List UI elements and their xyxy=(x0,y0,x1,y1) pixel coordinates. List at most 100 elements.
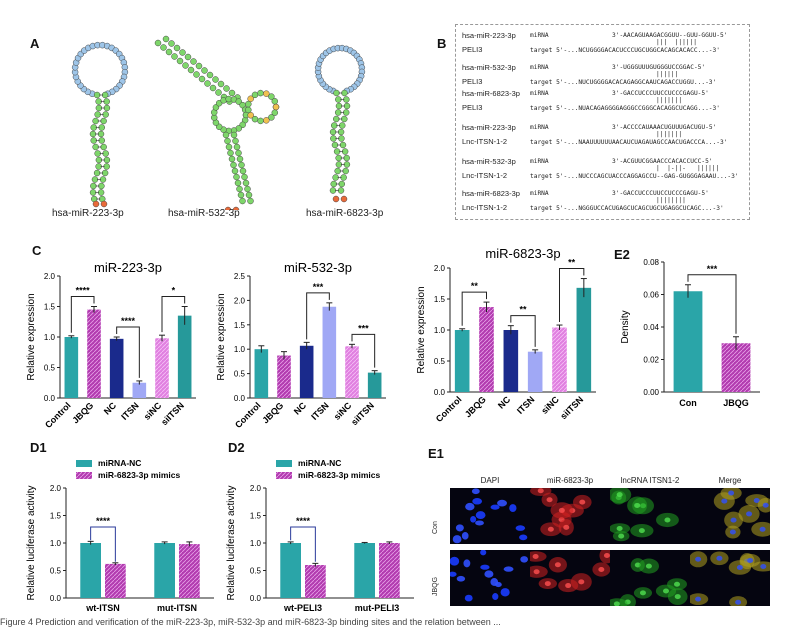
nucleotide xyxy=(225,143,233,151)
nucleotide xyxy=(228,155,236,163)
hairpin-structures xyxy=(71,35,366,210)
y-tick-label: 0.0 xyxy=(44,394,56,403)
significance-bracket xyxy=(461,291,487,326)
chart-mir532: 0.0 0.5 1.0 1.5 2.0 2.5 Relative expression miR… xyxy=(216,260,386,430)
fluorescence-image xyxy=(450,488,530,544)
nucleotide xyxy=(230,161,237,169)
e1-row-jbqg: JBQG xyxy=(432,576,439,596)
nucleotide xyxy=(233,143,241,151)
b-target-name: Lnc-ITSN-1-2 xyxy=(462,203,508,212)
legend-swatch xyxy=(76,460,92,467)
nucleotide xyxy=(332,195,340,203)
nucleotide xyxy=(184,53,192,61)
y-tick-label: 1.5 xyxy=(44,303,56,312)
nucleotide xyxy=(251,91,259,99)
x-tick-label: ITSN xyxy=(309,400,331,422)
b-mirna-tag: miRNA xyxy=(530,190,549,197)
nucleotide xyxy=(231,167,239,175)
y-tick-label: 0.00 xyxy=(643,388,659,397)
b-mirna-name: hsa-miR-223-3p xyxy=(462,31,516,40)
bar xyxy=(109,338,124,398)
y-tick-label: 0.06 xyxy=(643,291,659,300)
x-tick-label: Control xyxy=(233,400,263,430)
chart-e2-density: 0.00 0.02 0.04 0.06 0.08 Density Con JBQG *** xyxy=(620,258,760,408)
nucleotide xyxy=(160,44,167,51)
y-tick-label: 1.5 xyxy=(434,295,446,304)
bar xyxy=(454,330,470,392)
fluorescence-image xyxy=(610,550,690,606)
bar xyxy=(132,382,147,398)
nucleotide xyxy=(257,117,264,125)
bar xyxy=(64,337,79,398)
y-tick-label: 1.0 xyxy=(250,539,262,548)
b-pairs: | |-||- |||||| xyxy=(656,165,720,172)
bar xyxy=(527,351,543,392)
nucleotide xyxy=(251,115,259,123)
nucleotide xyxy=(236,155,244,163)
panel-label-d1: D1 xyxy=(30,440,47,455)
b-target-name: PELI3 xyxy=(462,77,483,86)
y-tick-label: 0.0 xyxy=(250,594,262,603)
nucleotide xyxy=(236,185,243,193)
nucleotide xyxy=(201,67,208,74)
y-tick-label: 2.5 xyxy=(234,272,246,281)
x-tick-label: JBQG xyxy=(723,398,749,408)
nucleotide xyxy=(204,80,211,87)
nucleotide xyxy=(224,137,231,145)
chart-mir223: 0.0 0.5 1.0 1.5 2.0 Relative expression miR-22… xyxy=(26,260,196,430)
b-mirna-seq: 3'-ACCCCAUAAACUGUUUGACUGU-5' xyxy=(612,124,717,131)
significance-bracket xyxy=(559,268,585,323)
nucleotide xyxy=(239,167,247,175)
significance-label: **** xyxy=(96,516,111,526)
bar xyxy=(105,563,126,598)
nucleotide xyxy=(257,89,264,97)
nucleotide xyxy=(187,66,195,74)
e1-col-lnc: lncRNA ITSN1-2 xyxy=(620,476,680,485)
nucleotide xyxy=(237,191,245,199)
b-mirna-tag: miRNA xyxy=(530,90,549,97)
significance-label: *** xyxy=(313,282,324,292)
significance-label: **** xyxy=(121,316,136,326)
x-tick-label: siNC xyxy=(539,394,561,416)
b-mirna-seq: 3'-GACCUCCCUUCCUCCCGAGU-5' xyxy=(612,190,709,197)
x-tick-label: JBQG xyxy=(70,400,95,425)
bar xyxy=(154,543,175,598)
fluorescence-image xyxy=(530,488,610,544)
hairpin xyxy=(71,41,129,208)
significance-label: ** xyxy=(471,281,479,291)
hairpin-caption-2: hsa-miR-532-3p xyxy=(168,208,240,219)
significance-label: **** xyxy=(296,516,311,526)
nucleotide xyxy=(245,106,252,114)
nucleotide xyxy=(233,173,240,181)
significance-bracket xyxy=(116,326,140,378)
y-tick-label: 0.5 xyxy=(434,357,446,366)
nucleotide xyxy=(230,131,238,139)
x-tick-label: Control xyxy=(43,400,73,430)
significance-bracket xyxy=(510,315,536,347)
b-pairs: |||||||| xyxy=(656,197,686,204)
bar xyxy=(155,338,169,398)
b-mirna-name: hsa-miR-6823-3p xyxy=(462,189,520,198)
significance-bracket xyxy=(290,526,316,562)
nucleotide xyxy=(247,111,254,119)
significance-label: **** xyxy=(76,286,91,296)
y-tick-label: 2.0 xyxy=(434,264,446,273)
e1-col-mir: miR-6823-3p xyxy=(546,476,594,485)
y-tick-label: 0.02 xyxy=(643,356,659,365)
nucleotide xyxy=(223,85,230,92)
significance-label: ** xyxy=(519,305,527,315)
b-mirna-seq: 3'-ACGUUCGGAACCCACACCUCC-5' xyxy=(612,158,713,165)
y-tick-label: 0.5 xyxy=(44,364,56,373)
y-tick-label: 2.0 xyxy=(44,272,56,281)
panel-label-d2: D2 xyxy=(228,440,245,455)
chart-d2-luciferase: 0.0 0.5 1.0 1.5 2.0 Relative luciferase activ… xyxy=(226,458,414,613)
panel-label-c: C xyxy=(32,243,42,258)
nucleotide xyxy=(176,57,184,65)
fluorescence-image xyxy=(530,550,610,606)
bar xyxy=(576,287,592,392)
panel-label-e1: E1 xyxy=(428,446,444,461)
legend-swatch xyxy=(276,472,292,479)
x-tick-label: NC xyxy=(292,400,309,417)
significance-bracket xyxy=(306,292,330,340)
b-target-seq: target 5'-...NCUGGGGACACUCCCUGCUGGCACAGC… xyxy=(530,47,720,54)
